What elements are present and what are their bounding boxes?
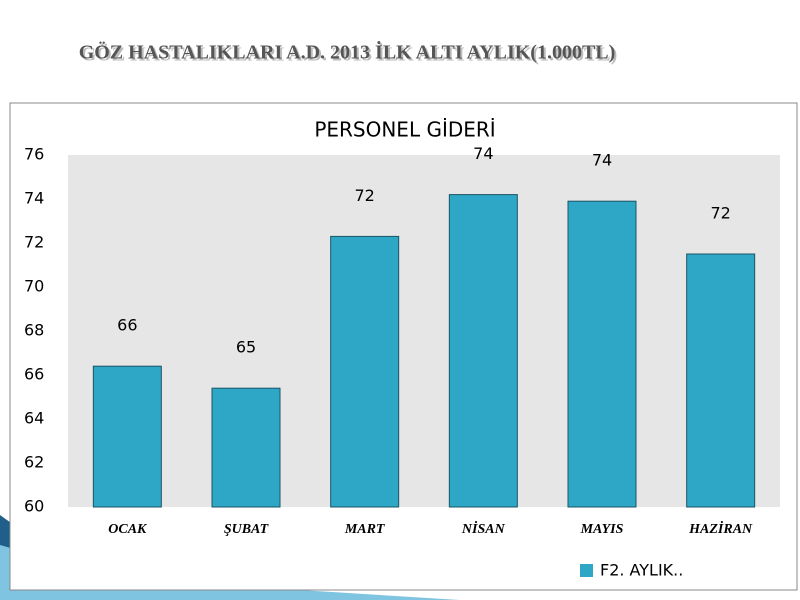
x-tick-label: ŞUBAT [224, 522, 270, 537]
y-tick-label: 62 [24, 453, 44, 472]
data-label: 74 [473, 144, 493, 163]
legend-swatch [580, 564, 593, 577]
legend-label: F2. AYLIK.. [600, 561, 683, 580]
bar [686, 253, 756, 508]
y-tick-label: 76 [24, 145, 44, 164]
x-tick-label: MART [344, 522, 386, 537]
chart-title: PERSONEL GİDERİ [314, 118, 495, 142]
data-label: 66 [117, 316, 137, 335]
y-tick-label: 68 [24, 321, 44, 340]
bar [211, 387, 281, 508]
data-label: 74 [592, 151, 612, 170]
y-tick-label: 72 [24, 233, 44, 252]
bar [567, 200, 637, 508]
y-tick-label: 60 [24, 497, 44, 516]
data-label: 72 [710, 204, 730, 223]
x-tick-label: MAYIS [580, 522, 624, 537]
y-tick-label: 64 [24, 409, 44, 428]
bar [448, 194, 518, 508]
y-tick-label: 66 [24, 365, 44, 384]
x-tick-label: NİSAN [461, 520, 506, 537]
slide-title: GÖZ HASTALIKLARI A.D. 2013 İLK ALTI AYLI… [79, 40, 616, 64]
y-tick-label: 70 [24, 277, 44, 296]
slide-title-shadow: GÖZ HASTALIKLARI A.D. 2013 İLK ALTI AYLI… [81, 42, 618, 66]
plot-area [68, 155, 780, 507]
data-label: 65 [236, 338, 256, 357]
x-tick-label: OCAK [108, 522, 148, 537]
bar [92, 365, 162, 508]
x-tick-label: HAZİRAN [688, 520, 753, 537]
bar [330, 235, 400, 508]
data-label: 72 [354, 186, 374, 205]
y-tick-label: 74 [24, 189, 44, 208]
